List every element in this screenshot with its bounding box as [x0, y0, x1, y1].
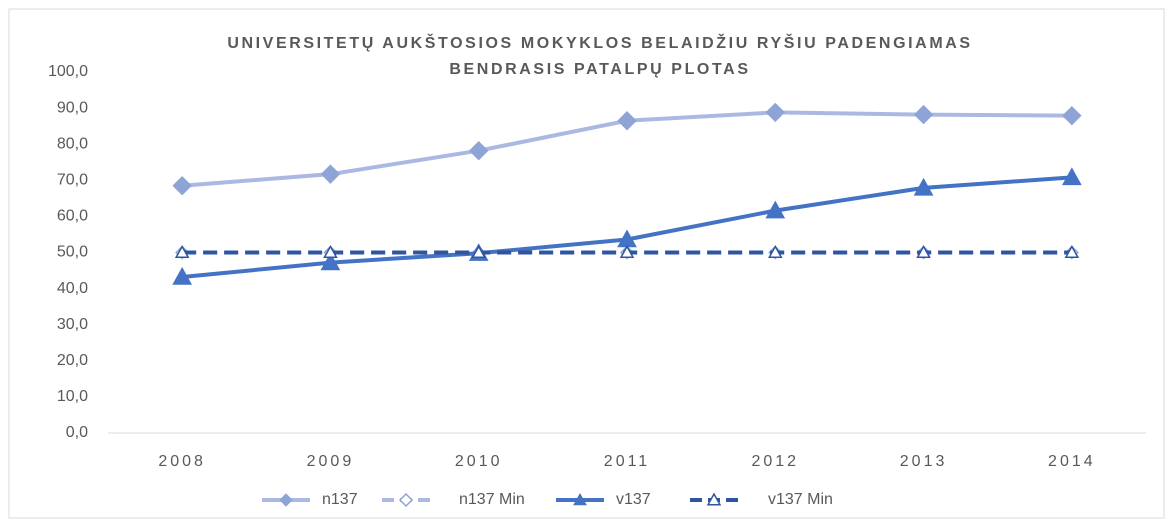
- data-point: [913, 177, 934, 196]
- y-tick-label: 90,0: [57, 99, 88, 116]
- chart-frame: [8, 8, 1165, 519]
- data-point: [765, 200, 786, 219]
- legend-marker: [706, 492, 722, 506]
- data-point: [320, 164, 341, 184]
- data-point: [1064, 244, 1080, 259]
- x-tick-label: 2014: [1048, 453, 1096, 470]
- data-point: [617, 111, 637, 131]
- data-point: [619, 244, 635, 259]
- data-point: [1062, 167, 1082, 186]
- legend-marker: [573, 492, 587, 506]
- y-tick-label: 40,0: [57, 280, 88, 297]
- data-point: [320, 252, 341, 271]
- chart-title: UNIVERSITETŲ AUKŠTOSIOS MOKYKLOS BELAIDŽ…: [227, 33, 972, 52]
- x-tick-label: 2010: [455, 453, 503, 470]
- data-point: [913, 104, 934, 125]
- data-point: [471, 244, 486, 259]
- y-tick-label: 10,0: [57, 388, 88, 405]
- x-tick-label: 2011: [604, 453, 650, 470]
- data-point: [1062, 105, 1082, 126]
- x-tick-label: 2012: [751, 453, 799, 470]
- legend-label: n137: [322, 491, 358, 508]
- data-point: [916, 244, 931, 259]
- data-point: [172, 176, 192, 196]
- legend-marker: [279, 493, 293, 507]
- data-point: [323, 244, 338, 259]
- x-tick-label: 2009: [307, 453, 355, 470]
- y-tick-label: 70,0: [57, 172, 88, 189]
- x-tick-label: 2013: [900, 453, 948, 470]
- y-tick-label: 30,0: [57, 316, 88, 333]
- data-point: [765, 102, 785, 123]
- legend-label: v137: [616, 491, 651, 508]
- data-point: [172, 267, 192, 285]
- y-tick-label: 0,0: [66, 424, 88, 441]
- x-tick-label: 2008: [158, 453, 206, 470]
- y-tick-label: 20,0: [57, 352, 88, 369]
- legend-marker: [398, 492, 414, 508]
- chart-title: BENDRASIS PATALPŲ PLOTAS: [449, 61, 750, 78]
- y-tick-label: 100,0: [48, 63, 88, 80]
- data-point: [174, 244, 190, 259]
- legend-label: v137 Min: [768, 491, 833, 508]
- data-point: [768, 244, 783, 259]
- data-point: [469, 140, 489, 161]
- y-tick-label: 80,0: [57, 135, 88, 152]
- y-tick-label: 50,0: [57, 244, 88, 261]
- legend-label: n137 Min: [459, 491, 525, 508]
- y-tick-label: 60,0: [57, 208, 88, 225]
